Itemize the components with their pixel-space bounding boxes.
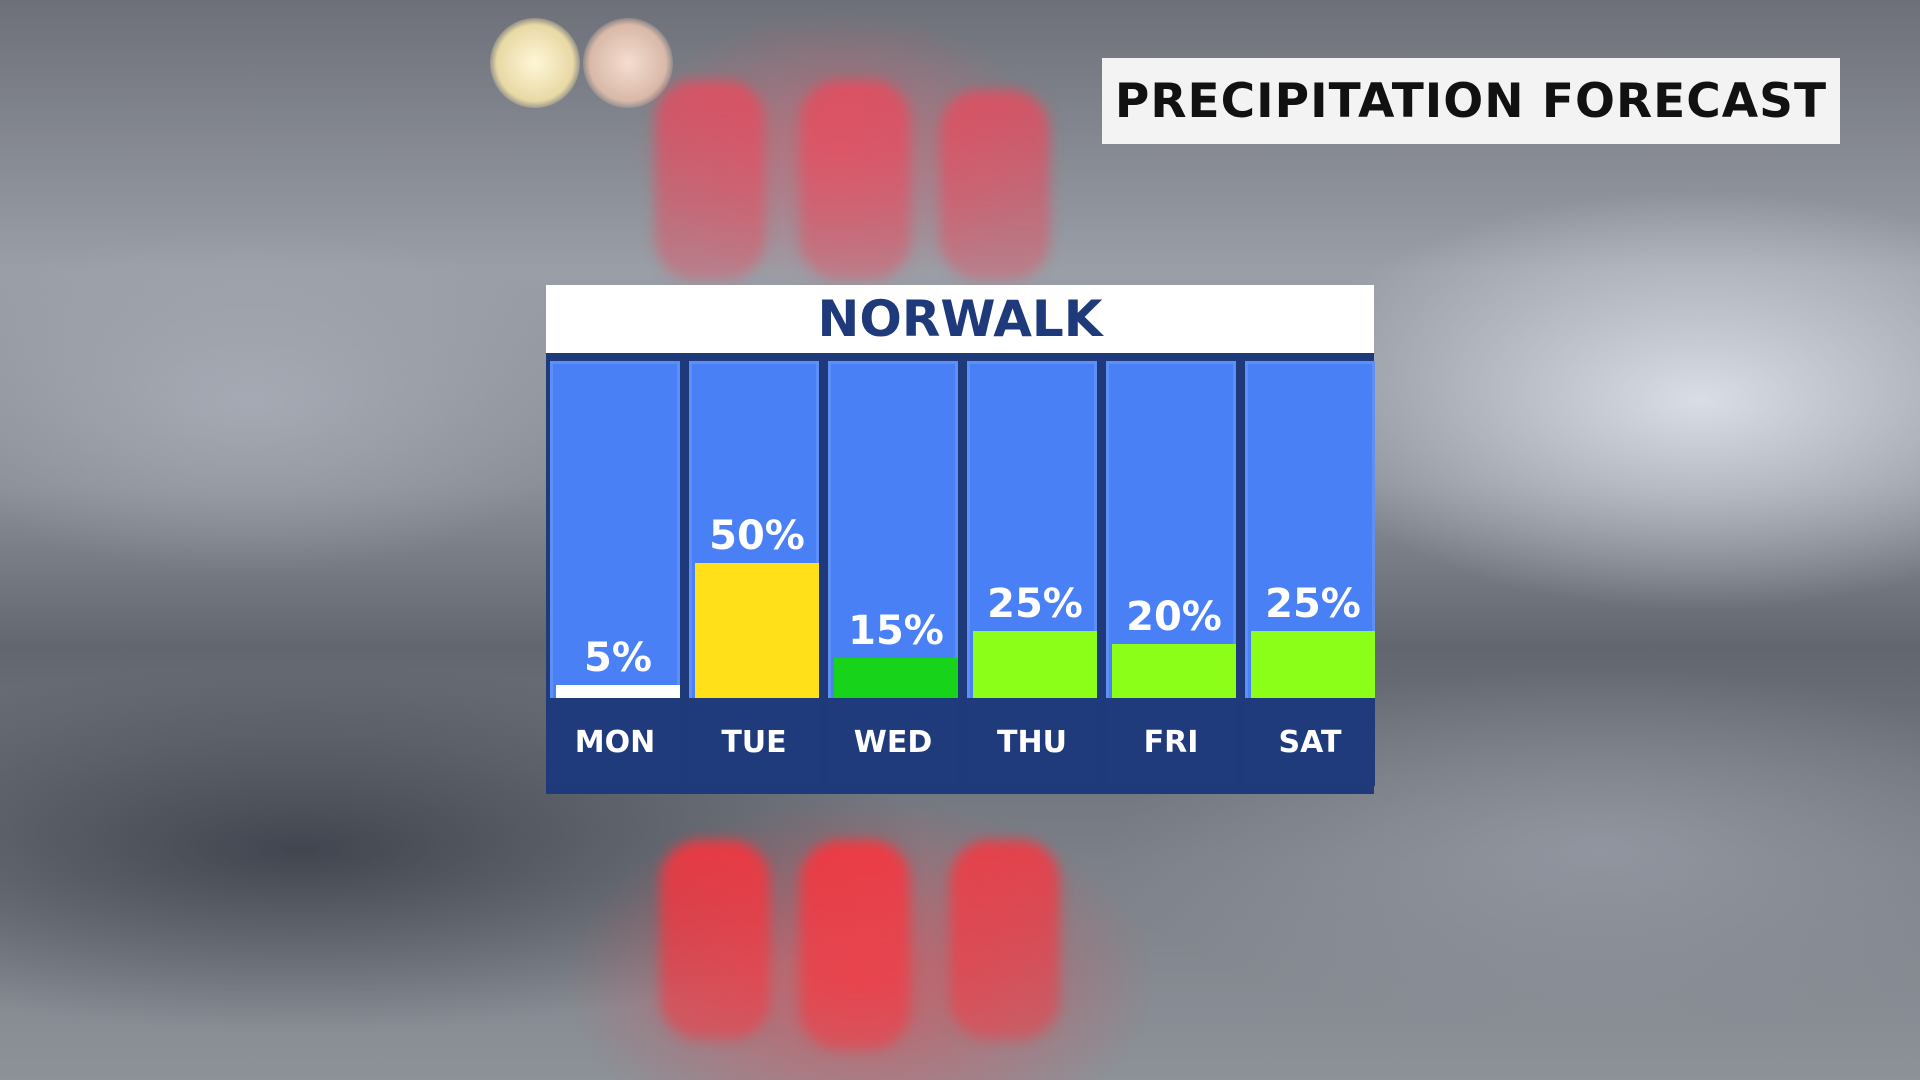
background-blur-light bbox=[800, 80, 910, 280]
precip-value-label: 5% bbox=[584, 634, 652, 681]
background-reflection bbox=[800, 840, 910, 1050]
day-column: 25% THU bbox=[967, 361, 1097, 786]
bokeh-light bbox=[490, 18, 580, 108]
chart-title-bar: NORWALK bbox=[546, 285, 1374, 357]
page-title: PRECIPITATION FORECAST bbox=[1114, 73, 1828, 129]
day-label: THU bbox=[997, 724, 1067, 760]
day-cell: TUE bbox=[689, 698, 819, 786]
day-cell: FRI bbox=[1106, 698, 1236, 786]
chart-plot-area: 5% MON 50% TUE 15% WED 25% THU 20% FRI 25% SAT bbox=[546, 357, 1375, 794]
day-label: FRI bbox=[1143, 724, 1199, 760]
day-label: WED bbox=[853, 724, 933, 760]
day-cell: THU bbox=[967, 698, 1097, 786]
day-column: 5% MON bbox=[550, 361, 680, 786]
precip-value-label: 20% bbox=[1126, 594, 1222, 640]
precip-value-label: 25% bbox=[987, 580, 1083, 627]
precip-value-label: 50% bbox=[709, 513, 805, 559]
precip-value-label: 25% bbox=[1265, 580, 1361, 627]
day-label: MON bbox=[574, 724, 656, 760]
day-cell: SAT bbox=[1245, 698, 1375, 786]
precip-bar bbox=[973, 630, 1097, 698]
day-column: 50% TUE bbox=[689, 361, 819, 786]
precip-bar bbox=[556, 684, 680, 698]
background-reflection bbox=[660, 840, 770, 1040]
day-cell: MON bbox=[550, 698, 680, 786]
background-reflection bbox=[950, 840, 1060, 1040]
day-column: 20% FRI bbox=[1106, 361, 1236, 786]
background-blur-light bbox=[655, 80, 765, 280]
day-column: 15% WED bbox=[828, 361, 958, 786]
precipitation-chart: NORWALK 5% MON 50% TUE 15% WED 25% THU 20% FRI 25%… bbox=[546, 285, 1375, 794]
header-banner: PRECIPITATION FORECAST bbox=[1102, 58, 1840, 144]
chart-title: NORWALK bbox=[817, 290, 1103, 348]
precip-bar bbox=[1251, 630, 1375, 698]
day-column: 25% SAT bbox=[1245, 361, 1375, 786]
precip-bar bbox=[1112, 644, 1236, 698]
day-label: SAT bbox=[1278, 724, 1342, 760]
precip-bar bbox=[695, 563, 819, 698]
background-blur-light bbox=[940, 90, 1050, 280]
precip-bar bbox=[834, 657, 958, 698]
precip-value-label: 15% bbox=[848, 607, 944, 654]
day-label: TUE bbox=[721, 724, 787, 760]
day-cell: WED bbox=[828, 698, 958, 786]
bokeh-light bbox=[583, 18, 673, 108]
